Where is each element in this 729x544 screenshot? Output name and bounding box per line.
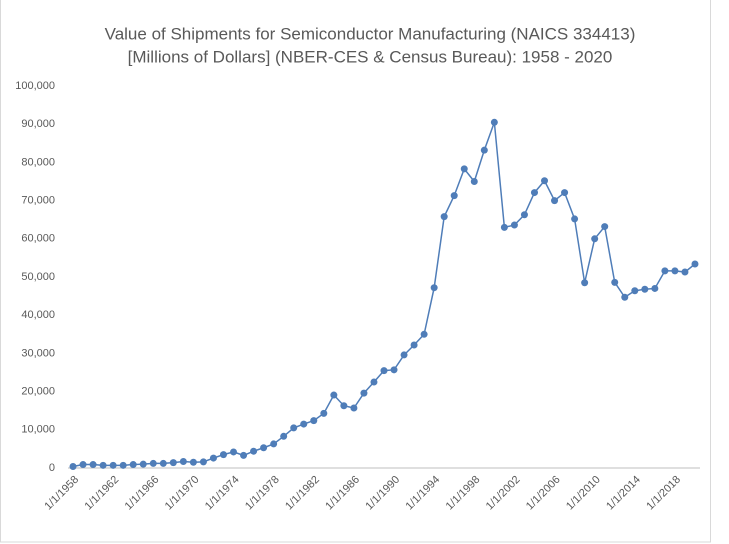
data-point — [500, 223, 508, 231]
chart-border — [0, 0, 711, 543]
x-tick-label: 1/1/2018 — [644, 474, 683, 513]
x-tick-label: 1/1/2010 — [564, 474, 603, 513]
data-point — [109, 461, 117, 469]
data-point — [189, 458, 197, 466]
x-tick-label: 1/1/1986 — [323, 474, 362, 513]
data-point — [591, 235, 599, 243]
x-tick-label: 1/1/1974 — [203, 474, 242, 513]
x-tick-label: 1/1/1994 — [404, 474, 443, 513]
data-point — [240, 451, 248, 459]
data-point — [520, 211, 528, 219]
y-tick-label: 20,000 — [21, 386, 55, 398]
data-point — [79, 461, 87, 469]
chart-title: Value of Shipments for Semiconductor Man… — [105, 24, 636, 43]
data-point — [641, 285, 649, 293]
data-point — [99, 461, 107, 469]
x-tick-label: 1/1/1982 — [283, 474, 322, 513]
data-point — [260, 444, 268, 452]
data-point — [440, 213, 448, 221]
data-point — [470, 178, 478, 185]
y-tick-label: 80,000 — [21, 156, 55, 168]
data-point — [89, 461, 97, 469]
data-point — [179, 458, 187, 466]
data-point — [280, 432, 288, 440]
x-tick-label: 1/1/2006 — [524, 474, 563, 513]
data-point — [611, 278, 619, 286]
data-point — [400, 351, 408, 359]
data-point — [530, 189, 538, 197]
data-point — [69, 462, 77, 470]
data-point — [510, 221, 518, 229]
x-tick-label: 1/1/1990 — [363, 474, 402, 513]
data-point — [681, 268, 689, 276]
data-point — [340, 402, 348, 410]
data-point — [450, 192, 458, 200]
y-tick-label: 30,000 — [21, 347, 55, 359]
y-tick-label: 70,000 — [21, 195, 55, 207]
data-point — [149, 459, 157, 467]
data-point — [330, 391, 338, 399]
data-point — [270, 440, 278, 448]
x-tick-label: 1/1/1998 — [444, 474, 483, 513]
data-point — [460, 165, 468, 173]
data-point — [651, 284, 659, 292]
data-point — [199, 458, 207, 466]
y-tick-label: 40,000 — [21, 309, 55, 321]
data-point — [561, 189, 569, 197]
x-tick-label: 1/1/1962 — [83, 474, 122, 513]
x-tick-label: 1/1/1978 — [243, 474, 282, 513]
data-point — [571, 215, 579, 223]
data-point — [360, 389, 368, 397]
data-point — [230, 448, 238, 456]
x-tick-label: 1/1/2014 — [604, 474, 643, 513]
y-tick-label: 100,000 — [15, 80, 55, 92]
data-point — [320, 409, 328, 417]
data-point — [300, 420, 308, 428]
chart-title: [Millions of Dollars] (NBER-CES & Census… — [128, 47, 613, 66]
y-tick-label: 0 — [49, 462, 55, 474]
y-tick-label: 10,000 — [21, 424, 55, 436]
y-tick-label: 90,000 — [21, 118, 55, 130]
x-tick-label: 1/1/1958 — [42, 474, 81, 513]
data-point — [631, 287, 639, 295]
series-line — [72, 122, 696, 468]
data-point — [601, 223, 609, 231]
data-point — [430, 284, 438, 292]
data-point — [169, 459, 177, 467]
data-point — [209, 454, 217, 462]
data-point — [350, 404, 358, 412]
y-tick-label: 50,000 — [21, 271, 55, 283]
x-tick-label: 1/1/1966 — [123, 474, 162, 513]
data-point — [581, 279, 589, 287]
y-tick-label: 60,000 — [21, 233, 55, 245]
data-point — [490, 118, 498, 126]
data-point — [159, 459, 167, 467]
data-point — [551, 197, 559, 205]
data-point — [380, 367, 388, 375]
data-point — [621, 293, 629, 301]
data-point — [219, 451, 227, 459]
data-point — [420, 330, 428, 338]
data-point — [390, 366, 398, 374]
data-point — [541, 177, 549, 185]
data-point — [410, 341, 418, 349]
data-point — [661, 267, 669, 275]
data-point — [671, 267, 679, 275]
data-point — [691, 260, 699, 268]
data-point — [119, 461, 127, 469]
data-point — [139, 460, 147, 468]
x-tick-label: 1/1/2002 — [484, 474, 523, 513]
data-point — [480, 146, 488, 154]
data-point — [250, 447, 258, 455]
data-point — [129, 461, 137, 469]
data-point — [290, 424, 298, 432]
data-point — [310, 417, 318, 425]
data-point — [370, 378, 378, 386]
x-tick-label: 1/1/1970 — [163, 474, 202, 513]
